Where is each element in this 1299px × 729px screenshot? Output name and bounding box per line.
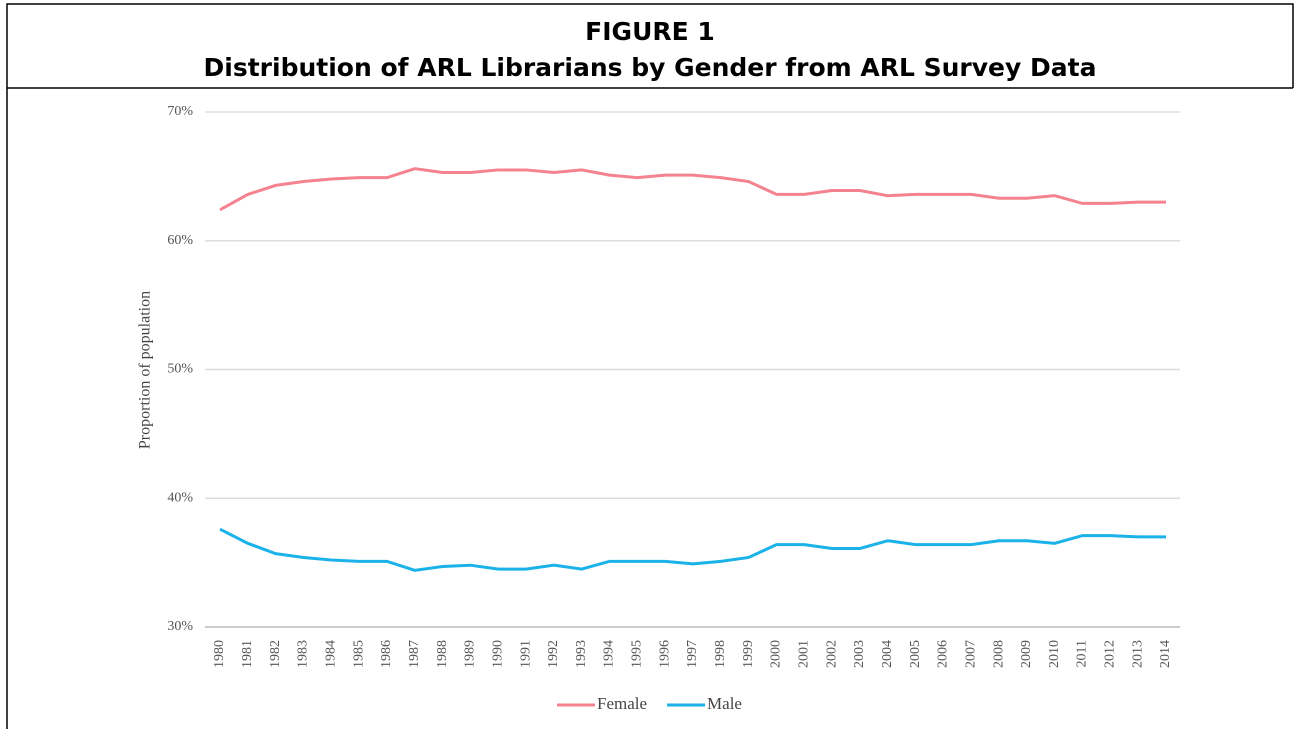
x-tick-label: 2012 (1103, 640, 1118, 668)
x-tick-label: 1992 (546, 640, 561, 668)
y-tick-label: 50% (167, 362, 193, 377)
x-tick-label: 2009 (1019, 640, 1034, 668)
x-tick-label: 2008 (991, 640, 1006, 668)
y-tick-label: 70% (167, 104, 193, 119)
x-tick-label: 1990 (490, 640, 505, 668)
x-tick-label: 1993 (574, 640, 589, 668)
legend-label: Female (597, 694, 647, 713)
x-tick-label: 1984 (324, 640, 339, 668)
figure-label: FIGURE 1 (585, 17, 715, 46)
x-tick-label: 1982 (268, 640, 283, 668)
x-tick-label: 1981 (240, 640, 255, 668)
legend-label: Male (707, 694, 742, 713)
x-tick-label: 1989 (463, 640, 478, 668)
x-tick-label: 2000 (769, 640, 784, 668)
x-tick-label: 2007 (963, 640, 978, 668)
x-tick-label: 1996 (657, 640, 672, 668)
x-tick-label: 2006 (936, 640, 951, 668)
x-tick-label: 1987 (407, 640, 422, 668)
x-tick-label: 1986 (379, 640, 394, 668)
series-line (219, 527, 1166, 572)
x-tick-label: 2011 (1075, 640, 1090, 667)
y-tick-label: 30% (167, 619, 193, 634)
x-tick-label: 1997 (685, 640, 700, 668)
x-tick-label: 1985 (351, 640, 366, 668)
x-tick-label: 2004 (880, 640, 895, 668)
chart-title: Distribution of ARL Librarians by Gender… (204, 53, 1097, 82)
x-tick-label: 2010 (1047, 640, 1062, 668)
x-tick-label: 2005 (908, 640, 923, 668)
x-tick-label: 1983 (296, 640, 311, 668)
x-tick-label: 1998 (713, 640, 728, 668)
y-axis-label: Proportion of population (137, 291, 154, 449)
x-tick-label: 2002 (824, 640, 839, 668)
y-tick-label: 40% (167, 490, 193, 505)
x-tick-label: 2001 (797, 640, 812, 668)
x-tick-label: 1999 (741, 640, 756, 668)
figure-frame (6, 3, 1294, 729)
x-tick-label: 1991 (518, 640, 533, 668)
x-tick-label: 2014 (1158, 640, 1173, 668)
x-tick-label: 2003 (852, 640, 867, 668)
x-tick-label: 1980 (212, 640, 227, 668)
x-tick-label: 2013 (1130, 640, 1145, 668)
x-tick-label: 1994 (602, 640, 617, 668)
x-tick-label: 1988 (435, 640, 450, 668)
series-line (219, 167, 1166, 212)
x-tick-label: 1995 (630, 640, 645, 668)
y-tick-label: 60% (167, 233, 193, 248)
